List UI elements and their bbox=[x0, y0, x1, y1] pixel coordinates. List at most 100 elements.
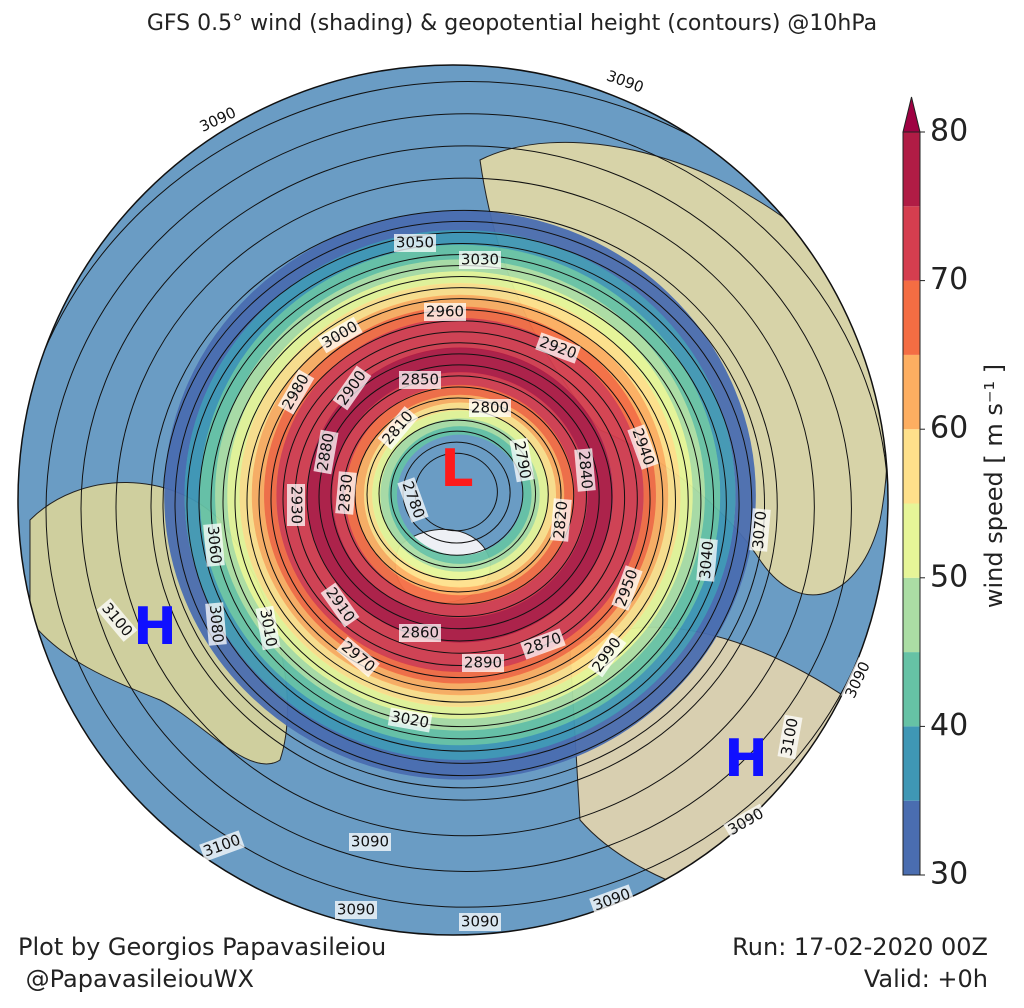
contour-line bbox=[330, 375, 587, 617]
label-background bbox=[349, 833, 391, 851]
colorbar-tick-label: 30 bbox=[930, 857, 968, 892]
contour-line bbox=[45, 113, 888, 908]
contour-label: 3020 bbox=[387, 707, 433, 733]
contour-line bbox=[390, 430, 524, 556]
contour-label: 2860 bbox=[399, 624, 441, 642]
label-background bbox=[332, 365, 372, 411]
wind-band bbox=[251, 294, 669, 696]
colorbar: 30 40 50 60 70 80 bbox=[902, 96, 968, 892]
label-background bbox=[335, 901, 377, 919]
contour-line bbox=[186, 242, 740, 764]
label-background bbox=[602, 66, 648, 98]
footer-valid: Valid: +0h bbox=[864, 965, 988, 993]
contour-label: 3100 bbox=[777, 714, 803, 760]
label-background bbox=[459, 913, 501, 931]
label-background bbox=[397, 477, 429, 523]
contour-label-text: 2890 bbox=[464, 654, 502, 672]
contour-label-text: 2840 bbox=[575, 450, 596, 490]
colorbar-frame bbox=[902, 131, 921, 876]
wind-band bbox=[227, 271, 693, 719]
colorbar-segment bbox=[903, 652, 920, 727]
label-background bbox=[723, 803, 769, 841]
colorbar-label: wind speed [ m s⁻¹ ] bbox=[980, 364, 1008, 608]
label-background bbox=[399, 371, 441, 389]
label-background bbox=[313, 429, 339, 475]
colorbar-segment bbox=[903, 354, 920, 430]
contour-label: 3090 bbox=[459, 913, 501, 931]
colorbar-tick-label: 60 bbox=[930, 411, 968, 446]
contour-line bbox=[234, 287, 689, 715]
map-border bbox=[17, 64, 889, 936]
label-background bbox=[335, 471, 357, 515]
wind-band bbox=[372, 410, 548, 580]
contour-line bbox=[18, 81, 888, 935]
contour-label-text: 2800 bbox=[471, 399, 509, 417]
contour-label-text: 2850 bbox=[401, 371, 439, 389]
contour-label-text: 3090 bbox=[604, 67, 646, 97]
contour-label-text: 3040 bbox=[696, 540, 717, 580]
contour-line bbox=[80, 145, 852, 872]
label-background bbox=[574, 448, 596, 492]
label-background bbox=[696, 538, 718, 582]
contour-label-text: 2860 bbox=[401, 624, 439, 642]
wind-band bbox=[164, 210, 756, 780]
contour-line bbox=[378, 419, 537, 569]
label-background bbox=[394, 234, 436, 252]
contour-label-text: 2820 bbox=[550, 500, 571, 540]
label-background bbox=[317, 316, 363, 354]
label-background bbox=[459, 251, 501, 269]
contour-label: 2820 bbox=[550, 498, 572, 542]
colorbar-extend bbox=[902, 96, 921, 133]
wind-band bbox=[307, 347, 613, 643]
colorbar-tick-label: 40 bbox=[930, 708, 968, 743]
contour-line bbox=[162, 220, 766, 789]
colorbar-segment bbox=[903, 132, 920, 207]
label-background bbox=[509, 437, 535, 483]
contour-label-text: 3060 bbox=[204, 525, 225, 565]
contour-label: 2800 bbox=[469, 399, 511, 417]
contour-label-text: 2960 bbox=[426, 303, 464, 321]
contour-label-text: 2830 bbox=[335, 473, 356, 513]
label-background bbox=[287, 484, 305, 526]
contour-line bbox=[354, 397, 562, 593]
label-background bbox=[377, 406, 419, 450]
contour-label: 3050 bbox=[394, 234, 436, 252]
wind-band bbox=[355, 394, 565, 596]
label-background bbox=[96, 598, 138, 642]
contour-line bbox=[306, 353, 613, 642]
label-background bbox=[611, 565, 643, 611]
low-label: L bbox=[440, 439, 473, 499]
contour-label: 3090 bbox=[335, 901, 377, 919]
contour-label: 3080 bbox=[205, 602, 227, 646]
label-background bbox=[205, 602, 227, 646]
colorbar-segment bbox=[903, 429, 920, 504]
title: GFS 0.5° wind (shading) & geopotential h… bbox=[147, 11, 877, 36]
contour-line bbox=[366, 408, 549, 581]
wind-band bbox=[388, 426, 532, 564]
contour-label: 3030 bbox=[459, 251, 501, 269]
contour-line bbox=[174, 231, 753, 777]
label-background bbox=[336, 636, 380, 678]
contour-label: 2830 bbox=[335, 471, 357, 515]
map bbox=[18, 65, 888, 935]
colorbar-tick-label: 80 bbox=[930, 114, 968, 149]
label-background bbox=[424, 303, 466, 321]
label-background bbox=[749, 508, 771, 552]
label-background bbox=[399, 624, 441, 642]
footer-author: Plot by Georgios Papavasileiou bbox=[18, 933, 386, 961]
label-background bbox=[203, 523, 225, 567]
colorbar-tick-label: 70 bbox=[930, 262, 968, 297]
label-background bbox=[387, 707, 433, 733]
contour-line bbox=[318, 364, 600, 630]
label-background bbox=[535, 332, 581, 364]
colorbar-segment bbox=[903, 726, 920, 801]
contour-label: 2840 bbox=[574, 448, 596, 492]
contour-label: 3060 bbox=[203, 523, 225, 567]
label-background bbox=[469, 399, 511, 417]
wind-band bbox=[363, 402, 557, 588]
colorbar-segment bbox=[903, 280, 920, 355]
contours bbox=[18, 65, 888, 935]
contour-line bbox=[246, 298, 676, 703]
contour-label: 2960 bbox=[424, 303, 466, 321]
